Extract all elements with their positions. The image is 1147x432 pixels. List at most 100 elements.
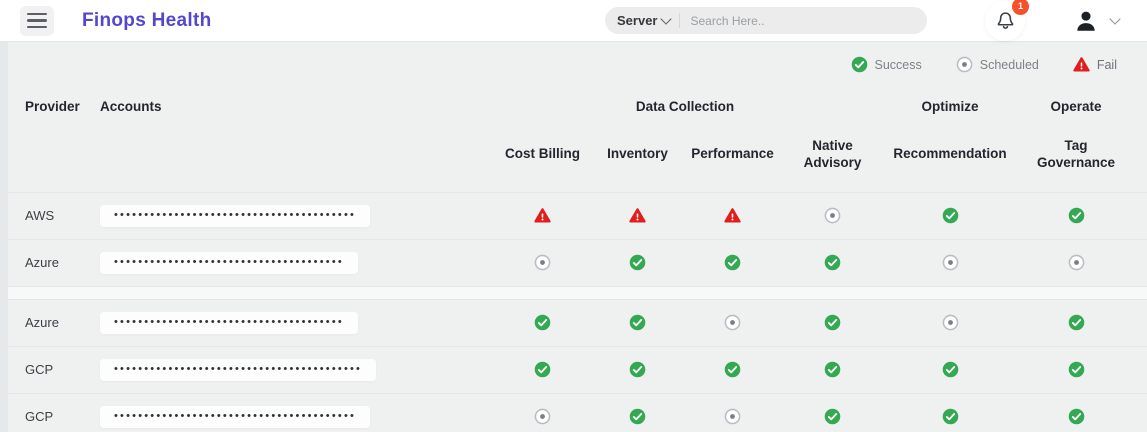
table-row[interactable]: AWS •••••••••••••••••••••••••••••••••••••… (0, 191, 1147, 239)
server-dropdown[interactable]: Server (617, 12, 681, 28)
profile-menu[interactable] (1073, 8, 1121, 34)
status-cell (785, 408, 880, 425)
table-row[interactable]: Azure •••••••••••••••••••••••••••••••••••… (0, 298, 1147, 346)
provider-name: Azure (25, 315, 59, 331)
fail-icon (534, 207, 551, 224)
chevron-down-icon (660, 12, 673, 25)
legend-label: Scheduled (979, 57, 1039, 72)
table-subheader-row: Cost Billing Inventory Performance Nativ… (0, 120, 1147, 192)
success-icon (824, 254, 841, 271)
group-header-data-collection: Data Collection (635, 99, 735, 114)
table-row[interactable]: Azure •••••••••••••••••••••••••••••••••••… (0, 238, 1147, 286)
success-icon (1068, 314, 1085, 331)
legend-label: Fail (1096, 57, 1117, 72)
hamburger-menu-icon[interactable] (20, 5, 54, 36)
status-cell (680, 254, 785, 271)
column-header-tag-governance: Tag Governance (1036, 138, 1116, 170)
scheduled-icon (724, 314, 741, 331)
status-cell (1020, 207, 1132, 224)
table-body: AWS •••••••••••••••••••••••••••••••••••••… (0, 191, 1147, 432)
status-cell (785, 361, 880, 378)
provider-name: GCP (25, 409, 54, 425)
column-header-performance: Performance (691, 146, 774, 162)
success-icon (534, 361, 551, 378)
success-icon (824, 408, 841, 425)
status-cell (785, 207, 880, 224)
status-cell (595, 254, 680, 271)
scheduled-icon (824, 207, 841, 224)
status-cell (595, 207, 680, 224)
table-row[interactable]: GCP •••••••••••••••••••••••••••••••••••••… (0, 345, 1147, 393)
status-cell (1020, 314, 1132, 331)
search-input[interactable] (680, 13, 871, 28)
table-row[interactable]: GCP •••••••••••••••••••••••••••••••••••••… (0, 392, 1147, 432)
success-icon (942, 408, 959, 425)
column-header-native-advisory: Native Advisory (803, 138, 862, 170)
page-title: Finops Health (82, 9, 212, 31)
status-cell (595, 361, 680, 378)
accounts-column-header: Accounts (100, 99, 162, 114)
success-icon (724, 361, 741, 378)
success-icon (629, 361, 646, 378)
status-cell (880, 207, 1020, 224)
group-separator (0, 285, 1147, 299)
legend-item-fail: Fail (1073, 56, 1117, 73)
scheduled-icon (1068, 254, 1085, 271)
success-icon (851, 56, 868, 73)
account-mask: •••••••••••••••••••••••••••••••••••••••• (114, 210, 357, 219)
status-cell (595, 408, 680, 425)
status-cell (1020, 408, 1132, 425)
search-bar: Server (605, 7, 927, 34)
fail-icon (724, 207, 741, 224)
status-cell (880, 408, 1020, 425)
scheduled-icon (534, 254, 551, 271)
status-cell (490, 254, 595, 271)
fail-icon (629, 207, 646, 224)
status-cell (490, 207, 595, 224)
account-mask: •••••••••••••••••••••••••••••••••••••• (114, 257, 344, 266)
notification-count-badge: 1 (1012, 0, 1029, 15)
table-group-header-row: Provider Accounts Data Collection Optimi… (0, 77, 1147, 120)
status-cell (785, 254, 880, 271)
account-chip: •••••••••••••••••••••••••••••••••••••••• (100, 405, 371, 428)
status-cell (490, 314, 595, 331)
status-cell (880, 254, 1020, 271)
column-header-recommendation: Recommendation (893, 146, 1007, 162)
chevron-down-icon (1109, 12, 1121, 25)
provider-column-header: Provider (25, 99, 80, 114)
scheduled-icon (956, 56, 973, 73)
column-header-cost-billing: Cost Billing (505, 146, 580, 162)
success-icon (1068, 361, 1085, 378)
success-icon (534, 314, 551, 331)
account-chip: •••••••••••••••••••••••••••••••••••••••• (100, 204, 371, 227)
account-mask: ••••••••••••••••••••••••••••••••••••••••… (114, 364, 363, 373)
success-icon (629, 254, 646, 271)
notifications-button[interactable]: 1 (985, 0, 1029, 41)
column-header-inventory: Inventory (607, 146, 668, 162)
status-cell (680, 207, 785, 224)
account-chip: •••••••••••••••••••••••••••••••••••••• (100, 311, 358, 334)
account-chip: •••••••••••••••••••••••••••••••••••••• (100, 251, 358, 274)
group-header-optimize: Optimize (921, 99, 979, 114)
bell-icon (997, 11, 1013, 29)
account-mask: •••••••••••••••••••••••••••••••••••••••• (114, 411, 357, 420)
success-icon (1068, 408, 1085, 425)
legend-label: Success (874, 57, 922, 72)
left-edge-stripe (0, 42, 8, 432)
status-legend: Success Scheduled Fail (0, 42, 1147, 77)
status-cell (1020, 254, 1132, 271)
top-bar: Finops Health Server 1 (0, 0, 1147, 42)
status-cell (680, 408, 785, 425)
status-cell (785, 314, 880, 331)
group-header-operate: Operate (1050, 99, 1102, 114)
provider-name: GCP (25, 362, 54, 378)
status-cell (595, 314, 680, 331)
provider-name: AWS (25, 208, 55, 224)
fail-icon (1073, 56, 1090, 73)
scheduled-icon (724, 408, 741, 425)
account-chip: ••••••••••••••••••••••••••••••••••••••••… (100, 358, 377, 381)
scheduled-icon (942, 314, 959, 331)
status-cell (490, 408, 595, 425)
scheduled-icon (534, 408, 551, 425)
success-icon (942, 361, 959, 378)
